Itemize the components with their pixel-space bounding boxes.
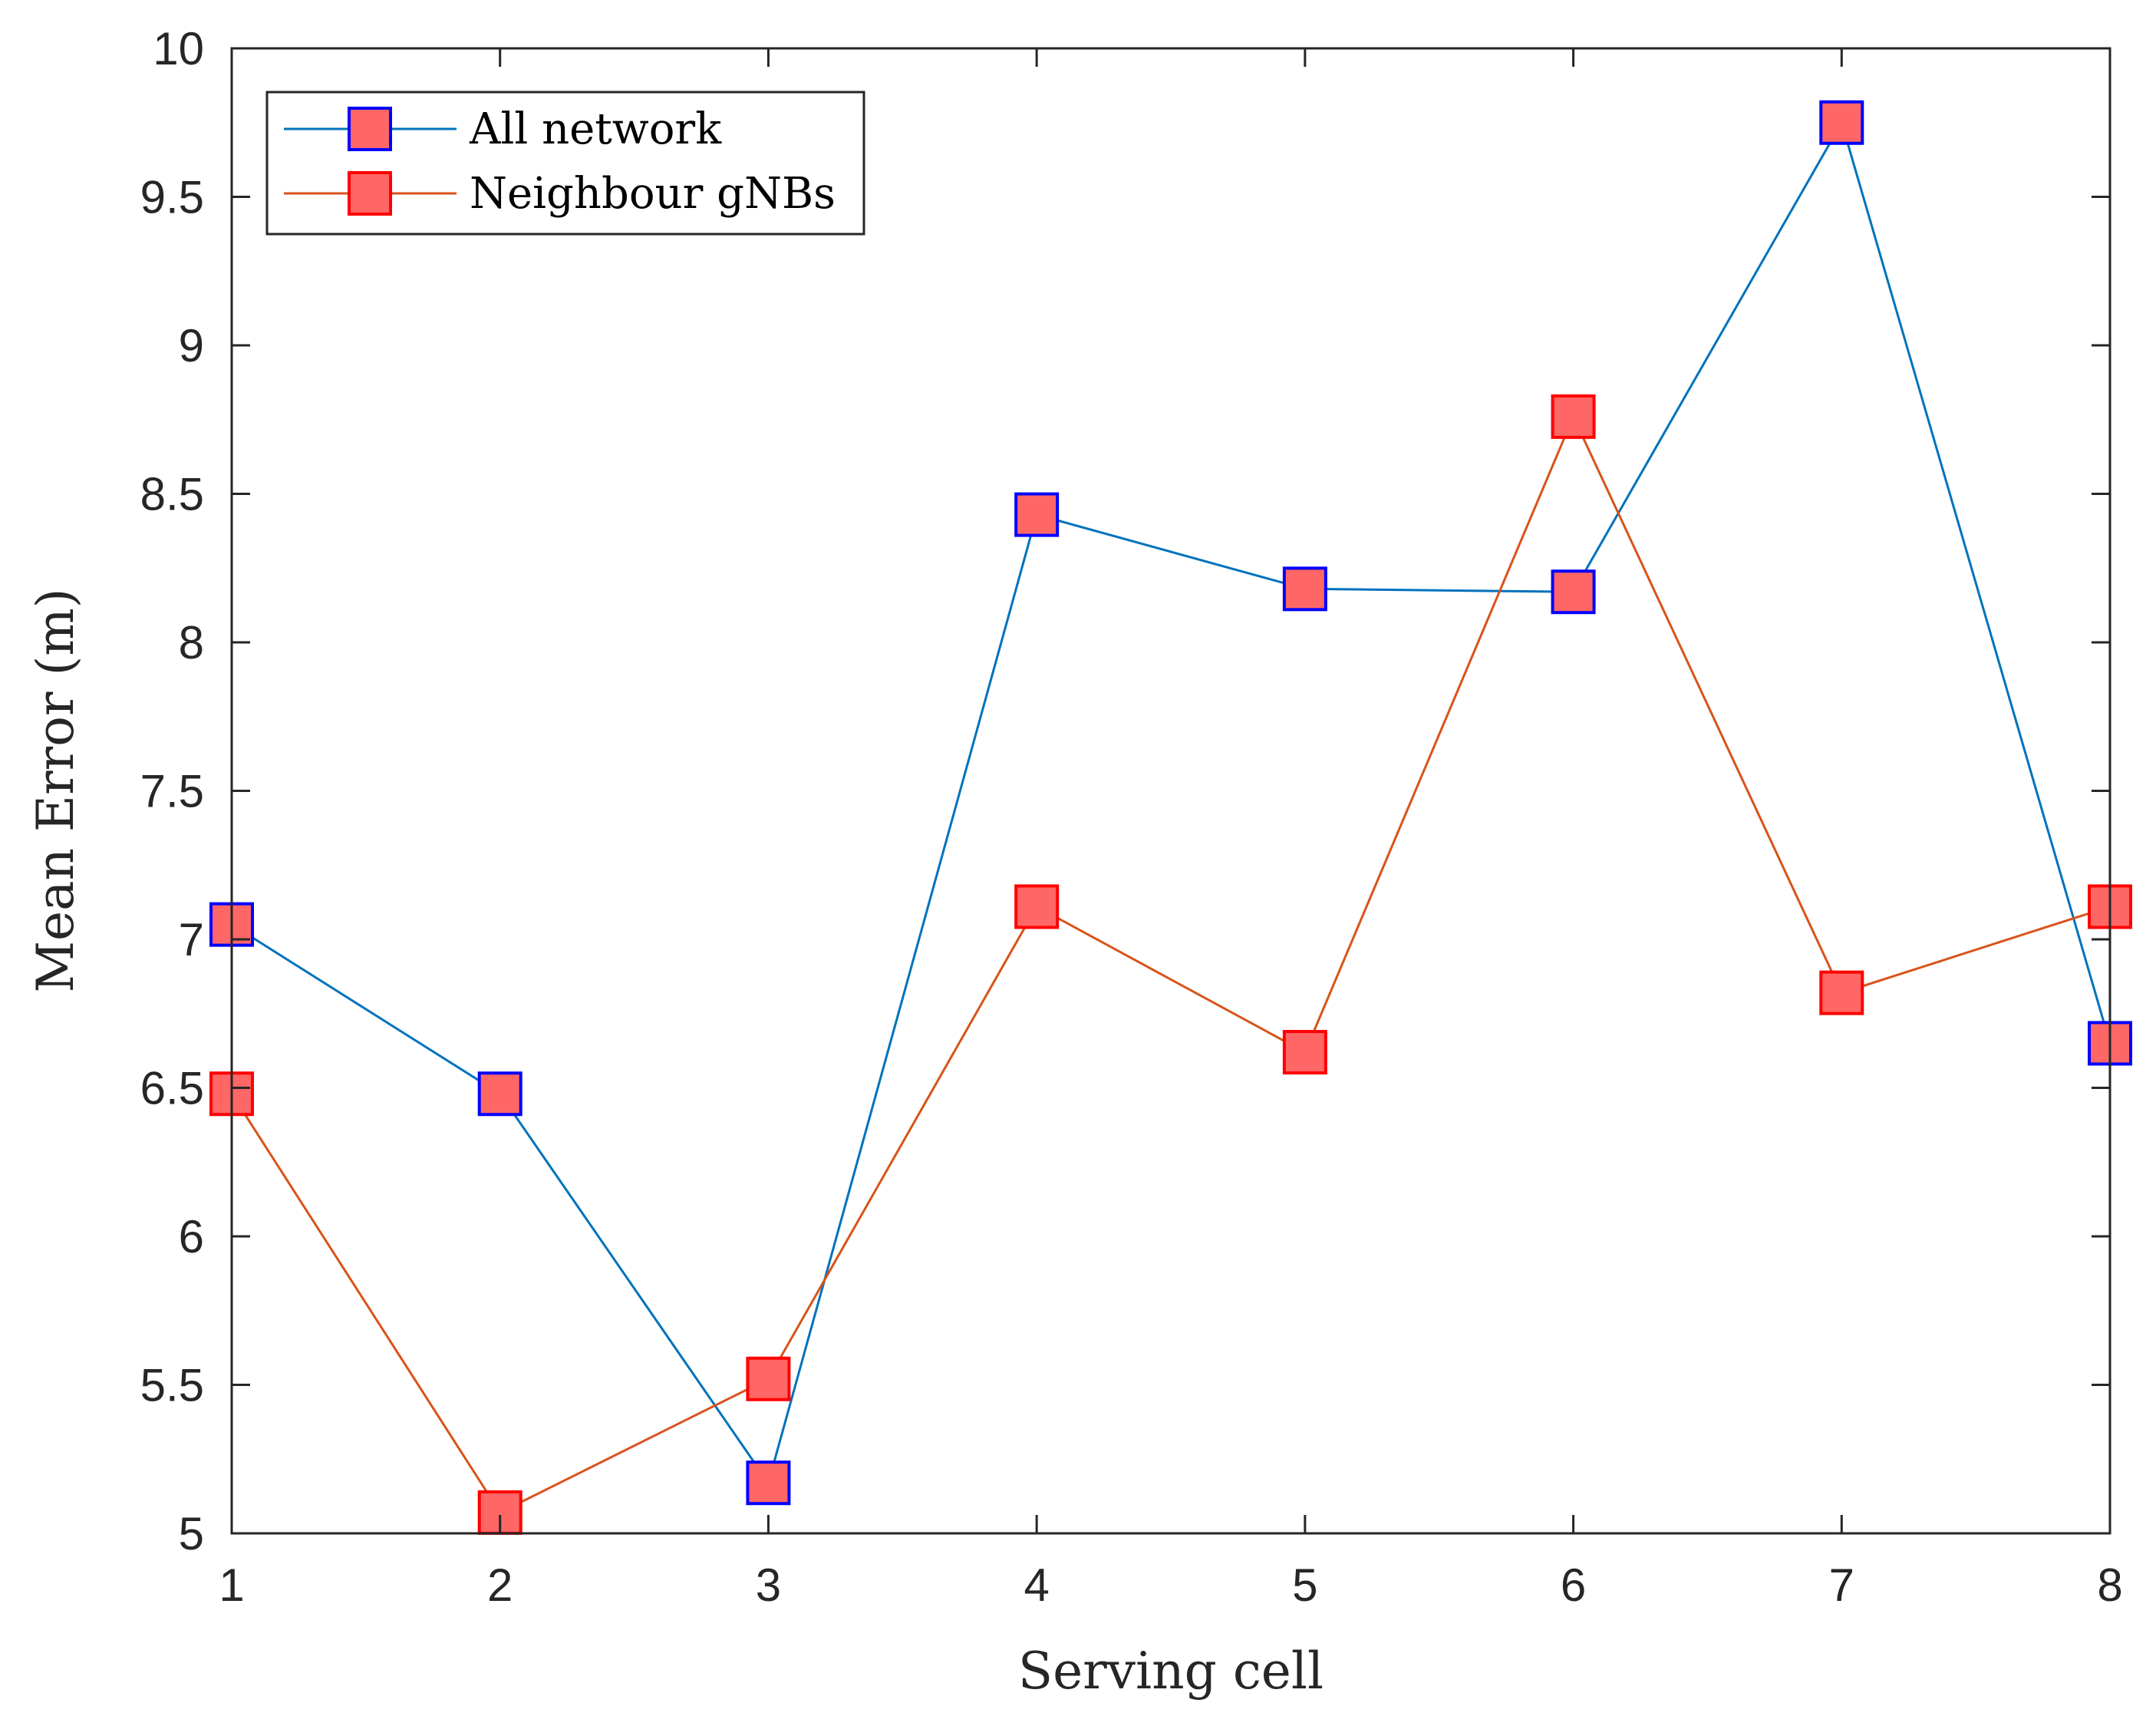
- y-tick-label-6-5: 6.5: [140, 1063, 204, 1114]
- y-tick-label-9-5: 9.5: [140, 172, 204, 223]
- y-tick-label-8: 8: [179, 617, 204, 668]
- y-tick-label-5-5: 5.5: [140, 1360, 204, 1411]
- data-point-all-network-5: [1282, 566, 1327, 612]
- legend-label-neighbour-gnbs: Neighbour gNBs: [470, 169, 836, 219]
- y-tick-label-5: 5: [179, 1508, 204, 1559]
- x-tick-label-3: 3: [756, 1559, 781, 1611]
- data-point-neighbour-gnbs-5: [1282, 1030, 1327, 1075]
- y-tick-label-8-5: 8.5: [140, 469, 204, 520]
- data-point-all-network-7: [1819, 100, 1864, 145]
- data-point-all-network-6: [1551, 569, 1596, 615]
- data-point-neighbour-gnbs-7: [1819, 970, 1864, 1015]
- x-tick-label-8: 8: [2097, 1559, 2122, 1611]
- y-tick-label-7: 7: [179, 914, 204, 965]
- x-tick-label-2: 2: [487, 1559, 513, 1611]
- y-tick-label-10: 10: [153, 23, 204, 74]
- x-tick-label-1: 1: [219, 1559, 244, 1611]
- data-point-neighbour-gnbs-6: [1551, 394, 1596, 439]
- y-tick-label-6: 6: [179, 1211, 204, 1262]
- legend-marker-neighbour-gnbs: [348, 171, 392, 216]
- y-tick-label-7-5: 7.5: [140, 766, 204, 817]
- data-point-all-network-3: [746, 1460, 791, 1506]
- labels-layer: Serving cell Mean Error (m): [26, 588, 1324, 1701]
- x-axis-title: Serving cell: [1018, 1642, 1324, 1701]
- data-point-neighbour-gnbs-3: [746, 1356, 791, 1401]
- x-tick-label-7: 7: [1829, 1559, 1854, 1611]
- y-axis-title: Mean Error (m): [26, 588, 85, 992]
- plot-area: [232, 48, 2110, 1533]
- data-point-all-network-4: [1014, 492, 1060, 537]
- x-tick-label-4: 4: [1024, 1559, 1049, 1611]
- legend-label-all-network: All network: [469, 104, 722, 154]
- x-tick-label-5: 5: [1292, 1559, 1317, 1611]
- y-tick-label-9: 9: [179, 320, 204, 371]
- axes-layer: 1 2 3 4 5 6 7 8 5 5.5 6 6.5 7 7.5 8 8.5 9 9.5 10: [140, 23, 2123, 1611]
- legend: All network Neighbour gNBs: [265, 91, 865, 236]
- data-point-neighbour-gnbs-4: [1014, 884, 1060, 929]
- series-line-neighbour-gnbs: [230, 414, 2111, 1514]
- legend-marker-all-network: [348, 107, 392, 151]
- data-point-all-network-2: [477, 1071, 523, 1117]
- series-line-all-network: [231, 119, 2111, 1486]
- x-tick-label-6: 6: [1561, 1559, 1586, 1611]
- series-layer: [209, 100, 2132, 1535]
